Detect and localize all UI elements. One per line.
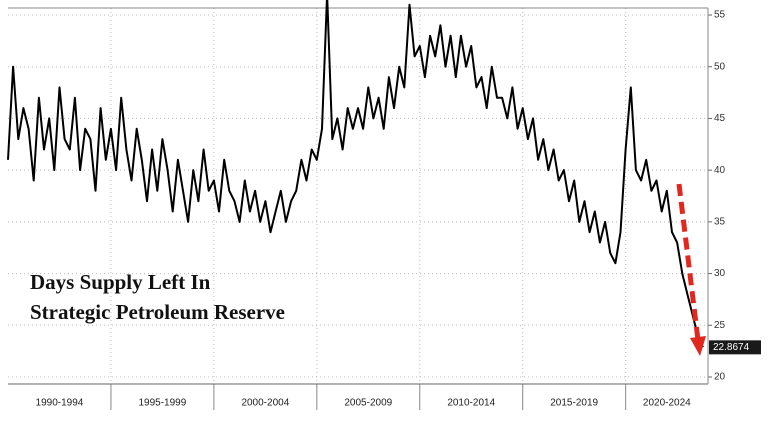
chart-title-line: Strategic Petroleum Reserve [30,300,285,324]
chart-title-line: Days Supply Left In [30,270,211,294]
trend-arrow-head [690,336,706,356]
last-value-box [709,340,761,355]
x-period-label: 2000-2004 [241,398,289,409]
grid: 20 25 30 35 40 45 50 55 1990-1994 1995-1999 2000-2… [8,8,726,410]
y-tick-label: 40 [714,165,726,176]
y-tick-label: 50 [714,61,726,72]
x-period-label: 2015-2019 [550,398,598,409]
plot: 22.8674 [7,0,761,355]
y-tick-label: 25 [714,320,726,331]
x-period-label: 1995-1999 [138,398,186,409]
x-period-label: 1990-1994 [36,398,84,409]
last-value-label: 22.8674 [713,342,750,353]
x-period-label: 2005-2009 [344,398,392,409]
line-series [7,0,704,348]
x-period-label: 2010-2014 [447,398,495,409]
x-period-label: 2020-2024 [643,398,691,409]
y-tick-label: 35 [714,216,726,227]
y-tick-label: 20 [714,372,726,383]
y-tick-label: 55 [714,10,726,21]
y-tick-label: 45 [714,113,726,124]
trend-arrow [676,183,701,341]
y-tick-label: 30 [714,268,726,279]
